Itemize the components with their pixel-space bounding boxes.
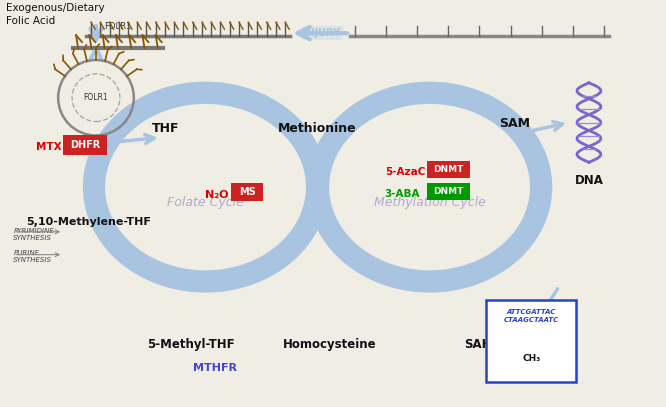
Text: THF: THF [152, 123, 179, 136]
Text: SAH: SAH [464, 338, 491, 351]
Text: 5-Methyl-THF: 5-Methyl-THF [147, 338, 234, 351]
Text: INJURY: INJURY [304, 28, 340, 38]
Text: Methylation Cycle: Methylation Cycle [374, 195, 486, 208]
Text: CH₃: CH₃ [522, 354, 540, 363]
Text: DNMT: DNMT [434, 165, 464, 174]
Text: FOLR1: FOLR1 [105, 22, 131, 31]
FancyBboxPatch shape [63, 136, 107, 155]
Text: MTHFR: MTHFR [194, 363, 238, 373]
Text: Methionine: Methionine [278, 123, 356, 136]
Text: DNA: DNA [575, 174, 603, 187]
FancyBboxPatch shape [427, 161, 470, 178]
Text: DNMT: DNMT [434, 187, 464, 196]
Text: 5,10-Methylene-THF: 5,10-Methylene-THF [27, 217, 151, 227]
FancyBboxPatch shape [231, 183, 263, 201]
Text: N₂O: N₂O [205, 190, 228, 200]
Text: MTX: MTX [35, 142, 61, 152]
Text: MS: MS [239, 187, 256, 197]
Text: ATTCGATTAC
CTAAGCTAATC: ATTCGATTAC CTAAGCTAATC [503, 309, 559, 323]
Text: SAM: SAM [500, 116, 530, 129]
Text: DHFR: DHFR [70, 140, 100, 150]
Text: Exogenous/Dietary
Folic Acid: Exogenous/Dietary Folic Acid [7, 3, 105, 26]
FancyBboxPatch shape [486, 300, 576, 382]
Text: 3-ABA: 3-ABA [385, 189, 420, 199]
Text: PURINE
SYNTHESIS: PURINE SYNTHESIS [13, 250, 53, 263]
Text: Homocysteine: Homocysteine [283, 338, 377, 351]
FancyBboxPatch shape [427, 183, 470, 200]
Text: PYRIMIDINE
SYNTHESIS: PYRIMIDINE SYNTHESIS [13, 228, 54, 241]
Text: FOLR1: FOLR1 [84, 93, 109, 102]
Text: Folate Cycle: Folate Cycle [167, 195, 244, 208]
Text: 5-AzaC: 5-AzaC [385, 167, 425, 177]
